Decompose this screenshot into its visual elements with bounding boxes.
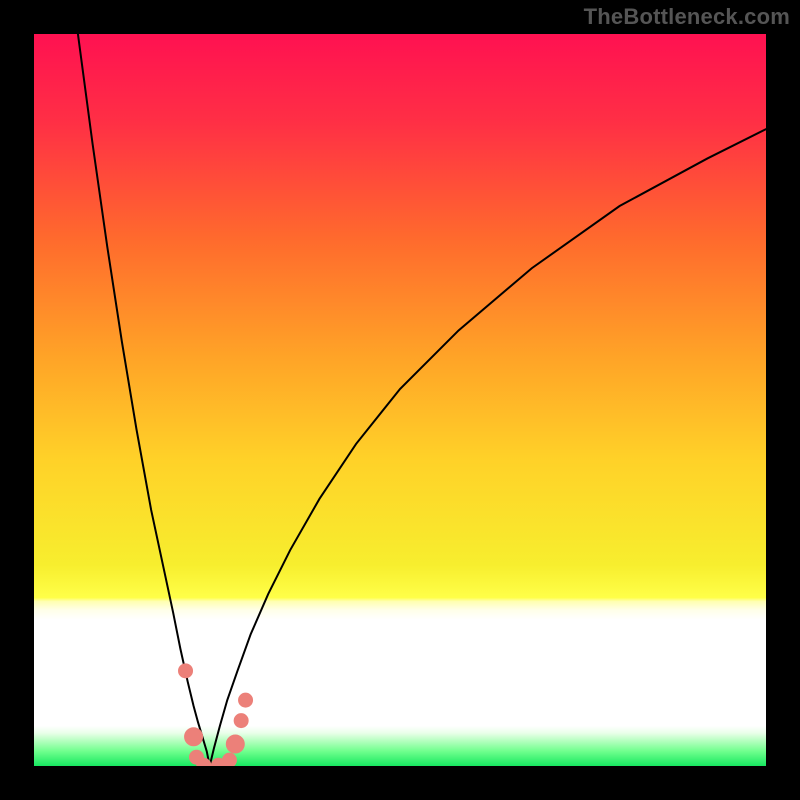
data-marker [185, 728, 203, 746]
plot-background [34, 34, 766, 766]
bottleneck-chart [0, 0, 800, 800]
watermark-text: TheBottleneck.com [584, 4, 790, 30]
data-marker [234, 714, 248, 728]
data-marker [226, 735, 244, 753]
data-marker [222, 753, 236, 767]
data-marker [179, 664, 193, 678]
data-marker [239, 693, 253, 707]
